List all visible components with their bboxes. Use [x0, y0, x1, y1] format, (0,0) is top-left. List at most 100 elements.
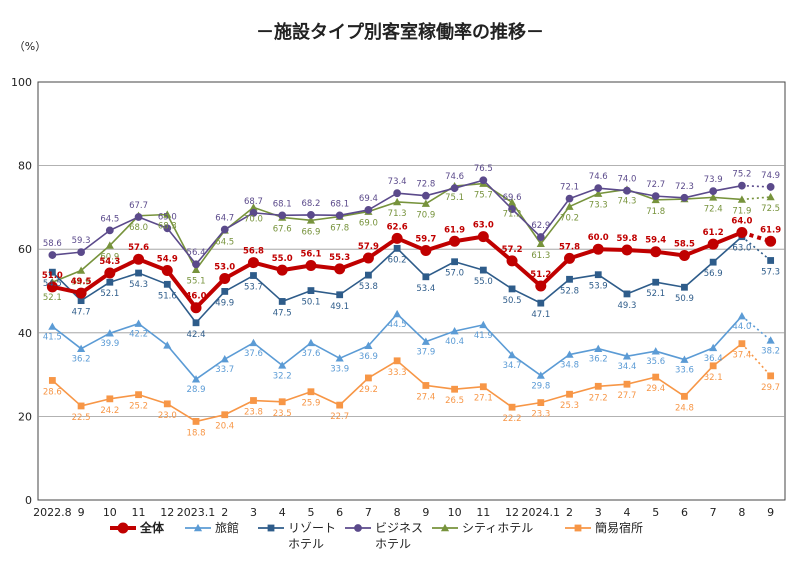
data-point [77, 248, 85, 257]
data-label: 36.2 [72, 355, 91, 365]
legend-label: ホテル [375, 537, 411, 551]
data-point [709, 187, 718, 195]
series-5 [48, 340, 775, 425]
legend-label: シティホテル [462, 521, 533, 535]
x-tick-label: 12 [505, 506, 519, 519]
series-line-preliminary [741, 184, 771, 188]
data-label: 66.9 [301, 227, 320, 237]
data-point [135, 391, 142, 399]
data-point [191, 375, 201, 383]
data-point [354, 524, 362, 532]
data-point [681, 392, 688, 400]
data-point [362, 252, 374, 264]
data-label: 72.1 [560, 183, 579, 193]
data-label: 74.9 [761, 171, 780, 181]
series-line-preliminary [741, 315, 772, 341]
legend-item: シティホテル [432, 521, 533, 535]
chart-title: －施設タイプ別客室稼働率の推移－ [256, 21, 544, 43]
data-label: 49.3 [618, 301, 637, 311]
data-label: 22.5 [72, 413, 91, 423]
data-label: 47.5 [273, 308, 292, 318]
data-label: 55.3 [329, 253, 350, 263]
y-tick-label: 80 [18, 160, 32, 173]
data-point [220, 225, 229, 234]
data-label: 34.8 [560, 361, 579, 371]
data-point [536, 371, 545, 379]
data-label: 61.3 [531, 251, 550, 261]
x-tick-label: 2022.8 [33, 506, 72, 519]
data-label: 23.3 [531, 410, 550, 420]
data-point [422, 382, 430, 389]
data-point [565, 194, 574, 203]
data-label: 62.9 [531, 221, 550, 231]
data-point [249, 203, 258, 211]
y-axis-unit: （%） [14, 40, 46, 53]
data-label: 25.3 [560, 401, 579, 411]
data-label: 49.9 [215, 298, 234, 308]
data-point [765, 235, 777, 247]
data-label: 42.2 [129, 330, 148, 340]
data-point [220, 355, 229, 363]
data-point [307, 211, 315, 219]
data-point [192, 319, 200, 327]
data-label: 68.1 [330, 199, 349, 209]
data-label: 29.7 [761, 383, 780, 393]
data-point [307, 287, 315, 294]
data-label: 67.7 [129, 201, 148, 211]
data-label: 74.3 [618, 196, 637, 206]
data-label: 59.7 [415, 234, 436, 244]
data-label: 50.9 [675, 294, 694, 304]
data-point [508, 403, 516, 411]
data-point [191, 265, 201, 273]
data-label: 67.8 [330, 224, 349, 234]
data-label: 61.9 [444, 225, 465, 235]
data-point [477, 231, 489, 243]
data-label: 28.9 [187, 385, 206, 395]
data-point [393, 244, 401, 252]
data-label: 68.2 [301, 199, 320, 209]
data-label: 36.2 [589, 355, 608, 365]
series-line [51, 343, 743, 423]
data-point [420, 244, 432, 256]
data-point [507, 350, 517, 359]
data-label: 41.5 [43, 333, 62, 343]
data-point [508, 205, 516, 213]
y-tick-label: 40 [18, 327, 32, 340]
data-label: 27.7 [618, 391, 637, 401]
data-label: 27.1 [474, 394, 493, 404]
x-tick-label: 9 [767, 506, 774, 519]
x-tick-label: 6 [681, 506, 688, 519]
data-point [163, 210, 172, 218]
data-point [422, 273, 430, 281]
series-line-preliminary [741, 196, 771, 201]
plot-frame [37, 81, 786, 501]
x-tick-label: 4 [279, 506, 286, 519]
data-label: 61.2 [703, 228, 724, 238]
data-label: 39.9 [100, 339, 119, 349]
legend-label: 簡易宿所 [595, 520, 643, 535]
data-point [451, 258, 458, 266]
data-label: 64.5 [100, 214, 119, 224]
data-point [737, 312, 746, 320]
data-point [192, 260, 200, 269]
data-label: 24.2 [100, 406, 119, 416]
data-point [508, 285, 516, 293]
data-label: 23.8 [244, 408, 263, 418]
data-point [736, 226, 748, 238]
data-point [564, 252, 576, 264]
series-4 [48, 179, 775, 286]
data-point [249, 208, 258, 217]
data-label: 44.5 [388, 320, 407, 330]
data-point [335, 354, 344, 362]
data-label: 47.1 [531, 310, 550, 320]
data-label: 57.9 [358, 242, 379, 252]
data-label: 52.8 [560, 286, 579, 296]
data-label: 62.6 [387, 222, 408, 232]
data-point [651, 347, 660, 355]
x-tick-label: 2 [221, 506, 228, 519]
data-label: 37.6 [301, 349, 320, 359]
data-point [565, 202, 574, 210]
